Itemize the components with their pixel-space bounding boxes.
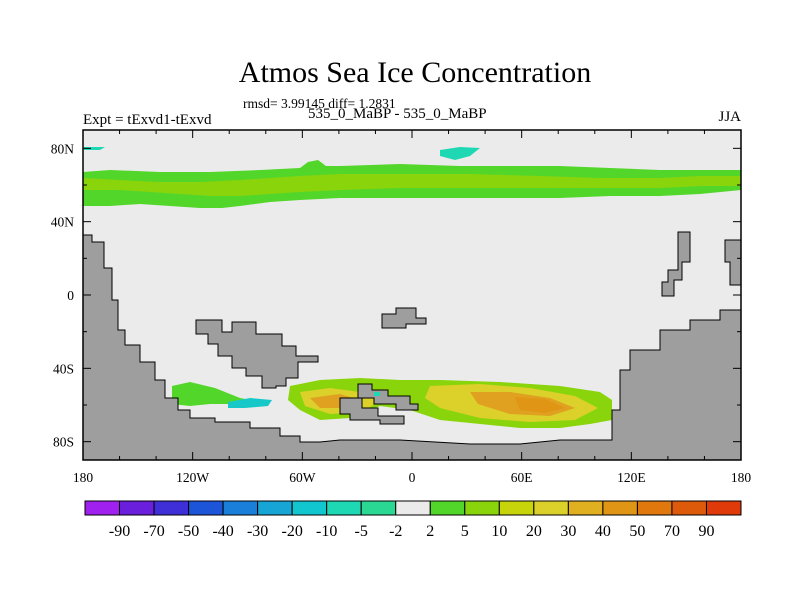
colorbar-swatch [119,500,155,516]
southern-cyan-fleck [374,392,380,396]
arctic-core-region [83,174,741,196]
colorbar-label: -10 [316,523,337,540]
colorbar-swatch [291,500,328,516]
map-axes: 180 120W 60W 0 60E 120E 180 80N 40N 0 40S 80S [51,130,752,485]
colorbar-swatch [395,500,431,516]
x-tick-label: 120W [176,470,209,485]
southern-ocean-max-region [310,392,575,416]
colorbar-swatch [188,500,224,516]
colorbar-label: -5 [355,523,368,540]
colorbar-swatch [326,500,362,516]
x-tick-label: 180 [731,470,752,485]
x-tick-label: 180 [73,470,94,485]
colorbar-swatch [671,500,707,516]
colorbar-swatch [636,500,673,516]
colorbar-label: 10 [491,523,507,540]
colorbar-label: 2 [426,523,434,540]
colorbar-label: 50 [629,523,645,540]
y-tick-label: 80N [51,141,75,156]
land-east-edge [724,239,741,286]
colorbar-label: 20 [526,523,542,540]
x-tick-label: 0 [409,470,416,485]
land-mid-island [381,307,427,329]
colorbar-swatch [464,500,500,516]
land-antarctic-peninsula [339,397,405,425]
colorbar-swatch [567,500,604,516]
colorbar-label: 70 [664,523,680,540]
experiment-label: Expt = tExvd1-tExvd [83,112,212,128]
colorbar-swatch [84,500,121,516]
colorbar-swatch [533,500,569,516]
colorbar-swatch [498,500,535,516]
land-masses [83,231,741,460]
colorbar-swatch [257,500,293,516]
land-southern-strip [357,383,419,411]
stats-line: rmsd= 3.99145 diff= 1.2831 [243,96,396,111]
colorbar-label: -30 [247,523,268,540]
land-east-block [661,231,691,297]
colorbar-swatch [602,500,638,516]
comparison-label: 535_0_MaBP - 535_0_MaBP [308,106,487,122]
season-label: JJA [718,109,741,125]
colorbar-label: -90 [109,523,130,540]
colorbar-label: 30 [560,523,576,540]
y-tick-label: 40N [51,215,75,230]
land-south-america-west [83,234,741,460]
colorbar-label: -2 [389,523,402,540]
colorbar-swatch [153,500,190,516]
y-tick-label: 80S [53,435,74,450]
y-tick-label: 0 [67,288,74,303]
colorbar-label: -20 [281,523,302,540]
colorbar-label: -70 [143,523,164,540]
colorbar-label: 90 [698,523,714,540]
x-tick-label: 60E [511,470,533,485]
colorbar-swatch [222,500,259,516]
chart-title: Atmos Sea Ice Concentration [238,56,592,89]
arctic-cyan-patch [440,147,480,160]
colorbar-swatch [705,500,742,516]
colorbar: -90 -70 -50 -40 -30 -20 -10 -5 -2 2 5 10 20 30 40 50 70 9… [84,500,742,540]
x-tick-label: 120E [617,470,646,485]
southern-cyan-patch [228,398,272,408]
map-area [83,130,741,460]
colorbar-swatch [360,500,397,516]
colorbar-label: 40 [595,523,611,540]
arctic-cyan-sliver [84,147,105,150]
southern-ocean-peak [515,397,565,413]
x-tick-label: 60W [289,470,316,485]
colorbar-label: 5 [461,523,469,540]
colorbar-label: -50 [178,523,199,540]
colorbar-label: -40 [212,523,233,540]
land-central-islands [195,319,319,389]
y-tick-label: 40S [53,361,74,376]
colorbar-swatch [429,500,466,516]
